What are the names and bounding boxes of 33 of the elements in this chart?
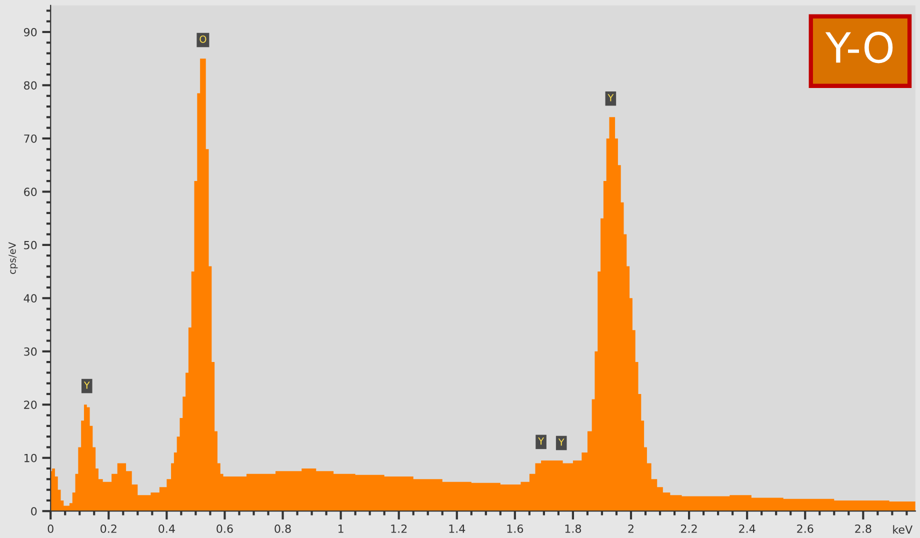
annotation: O [200, 35, 206, 43]
x-tick-label: 2.6 [797, 524, 814, 533]
x-tick-label: 0.8 [274, 524, 291, 533]
y-tick-label: 30 [24, 347, 37, 356]
y-tick-label: 90 [24, 28, 37, 36]
y-tick-label: 80 [24, 81, 37, 90]
x-tick-label: 1.4 [449, 524, 466, 533]
annotation: Y [608, 94, 614, 102]
y-tick-label: 40 [24, 294, 37, 303]
y-tick-label: 10 [24, 454, 37, 462]
y-tick-label: 70 [24, 134, 37, 143]
y-tick-label: 20 [24, 400, 37, 410]
x-tick-label: 1.6 [507, 524, 524, 533]
x-tick-label: 2 [628, 524, 634, 533]
annotation: Y [538, 438, 544, 445]
y-tick-label: 60 [24, 188, 37, 196]
x-tick-label: 2.8 [855, 524, 872, 533]
y-axis-title: cps/eV [8, 242, 18, 274]
x-tick-label: 1.2 [391, 524, 407, 533]
x-tick-label: 1.8 [565, 524, 582, 533]
x-axis-title: keV [893, 525, 913, 534]
x-tick-label: 0 [48, 524, 54, 533]
y-tick-label: 0 [31, 507, 37, 516]
x-tick-label: 0.2 [100, 524, 116, 533]
x-tick-label: 2.2 [681, 524, 697, 533]
annotation: Y [558, 438, 564, 446]
x-tick-label: 1 [338, 524, 344, 533]
x-tick-label: 2.4 [739, 524, 756, 533]
y-tick-label: 50 [24, 240, 37, 250]
x-tick-label: 0.4 [158, 524, 175, 533]
text: Y-O [825, 32, 893, 64]
x-tick-label: 0.6 [216, 524, 233, 533]
annotation: Y [84, 382, 90, 389]
